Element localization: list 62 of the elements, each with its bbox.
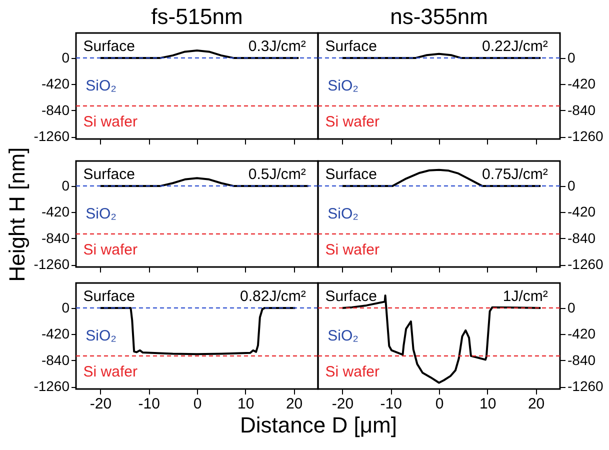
annotation: Si wafer	[325, 114, 380, 131]
y-tick-label: 0	[62, 299, 70, 316]
annotation: SiO₂	[328, 205, 359, 222]
annotation: Si wafer	[325, 364, 380, 381]
annotation: Si wafer	[325, 242, 380, 259]
y-tick-label: -420	[568, 204, 596, 220]
annotation: 0.82J/cm²	[240, 288, 306, 306]
annotation: 0.75J/cm²	[482, 166, 548, 184]
annotation: SiO₂	[328, 327, 359, 344]
x-tick-label: 10	[238, 396, 254, 412]
y-tick-label: 0	[62, 177, 70, 194]
annotation: 0.3J/cm²	[248, 38, 306, 56]
y-tick-label: -840	[568, 230, 596, 246]
annotation: Si wafer	[83, 242, 138, 259]
y-tick-label: -1260	[568, 256, 604, 272]
y-tick-label: -840	[41, 352, 70, 368]
y-tick-label: -420	[41, 204, 70, 220]
y-tick-label: -420	[41, 326, 70, 342]
y-tick-label: -1260	[568, 378, 604, 394]
y-tick-label: -420	[568, 76, 596, 92]
y-tick-label: -1260	[34, 378, 70, 394]
annotation: Surface	[83, 166, 135, 184]
chart-title: fs-515nm	[151, 4, 243, 29]
y-tick-label: -1260	[34, 256, 70, 272]
y-tick-label: 0	[62, 49, 70, 66]
x-tick-label: 20	[286, 396, 303, 412]
annotation: Surface	[83, 38, 135, 56]
x-tick-label: 10	[480, 396, 496, 412]
x-tick-label: -20	[332, 396, 354, 412]
annotation: 0.5J/cm²	[248, 166, 306, 184]
annotation: 1J/cm²	[502, 288, 548, 306]
annotation: Surface	[325, 166, 377, 184]
y-tick-label: -1260	[34, 128, 70, 144]
x-tick-label: 0	[435, 396, 444, 412]
y-tick-label: -840	[41, 102, 70, 118]
x-tick-label: -10	[380, 396, 402, 412]
y-tick-label: -1260	[568, 128, 604, 144]
y-tick-label: 0	[568, 177, 576, 194]
chart-title: ns-355nm	[390, 4, 488, 29]
annotation: Si wafer	[83, 364, 138, 381]
annotation: Si wafer	[83, 114, 138, 131]
annotation: SiO₂	[328, 77, 359, 94]
x-tick-label: -10	[138, 396, 160, 412]
annotation: SiO₂	[86, 77, 117, 94]
y-tick-label: -840	[568, 352, 596, 368]
x-tick-label: 20	[528, 396, 545, 412]
annotation: Surface	[325, 38, 377, 56]
y-tick-label: 0	[568, 49, 576, 66]
annotation: Surface	[325, 288, 377, 306]
y-tick-label: -420	[568, 326, 596, 342]
y-tick-label: 0	[568, 299, 576, 316]
x-tick-label: 0	[193, 396, 202, 412]
annotation: Surface	[83, 288, 135, 306]
annotation: 0.22J/cm²	[482, 38, 548, 56]
annotation: SiO₂	[86, 327, 117, 344]
annotation: SiO₂	[86, 205, 117, 222]
y-tick-label: -840	[41, 230, 70, 246]
x-axis-title: Distance D [μm]	[240, 412, 397, 438]
y-tick-label: -420	[41, 76, 70, 92]
y-tick-label: -840	[568, 102, 596, 118]
x-tick-label: -20	[90, 396, 112, 412]
y-axis-title: Height H [nm]	[4, 147, 30, 282]
